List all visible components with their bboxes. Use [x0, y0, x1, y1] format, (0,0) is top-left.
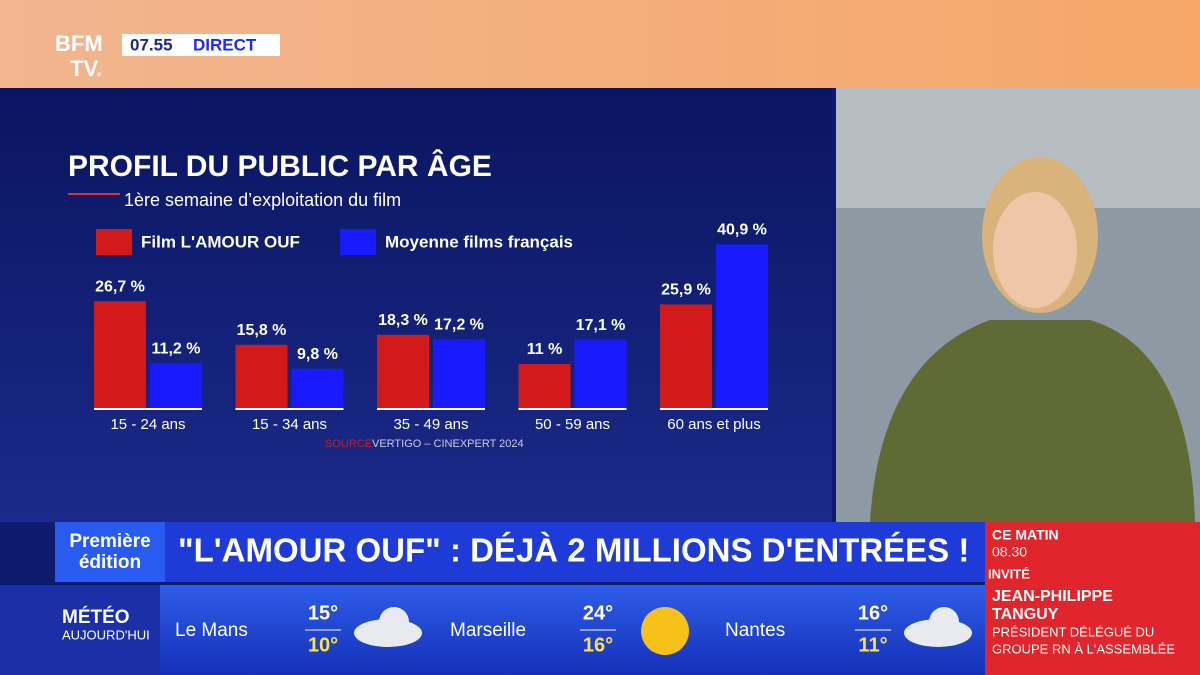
bar	[660, 304, 712, 408]
guest-role: INVITÉ	[988, 566, 1030, 581]
bar	[433, 339, 485, 408]
temp-low: 16°	[583, 634, 613, 656]
guest-title: GROUPE RN À L'ASSEMBLÉE	[992, 641, 1175, 656]
chart-subtitle: 1ère semaine d’exploitation du film	[124, 190, 401, 210]
chart-title: PROFIL DU PUBLIC PAR ÂGE	[68, 149, 492, 183]
value-label: 11,2 %	[152, 340, 201, 357]
value-label: 26,7 %	[95, 278, 145, 295]
city: Le Mans	[175, 620, 248, 641]
clock: 07.55	[130, 35, 173, 54]
value-label: 15,8 %	[237, 322, 287, 339]
video	[836, 88, 1200, 522]
temp-high: 16°	[858, 602, 888, 624]
temp-high: 15°	[308, 602, 338, 624]
legend-swatch	[96, 229, 132, 255]
guest-time: 08.30	[992, 544, 1027, 560]
guest-name: TANGUY	[992, 606, 1059, 623]
bar	[291, 368, 344, 408]
show-name: édition	[79, 552, 141, 573]
sun-icon	[641, 607, 689, 655]
live-box	[122, 34, 280, 56]
value-label: 18,3 %	[378, 312, 428, 329]
value-label: 40,9 %	[717, 222, 767, 239]
value-label: 17,2 %	[434, 316, 484, 333]
source: VERTIGO – CINEXPERT 2024	[372, 438, 524, 450]
x-tick-label: 50 - 59 ans	[535, 416, 610, 433]
value-label: 9,8 %	[297, 346, 338, 363]
cloud-icon	[379, 607, 409, 637]
value-label: 25,9 %	[661, 282, 711, 299]
legend-swatch	[340, 229, 376, 255]
show-box	[55, 522, 165, 582]
bar	[235, 344, 288, 408]
city: Nantes	[725, 620, 785, 641]
x-tick-label: 15 - 34 ans	[252, 416, 327, 433]
value-label: 11 %	[527, 341, 563, 358]
weather-sublabel: AUJOURD'HUI	[62, 627, 150, 642]
guest-slot: CE MATIN	[992, 527, 1059, 543]
temp-high: 24°	[583, 602, 613, 624]
bar	[150, 363, 202, 408]
guest-title: PRÉSIDENT DÉLÉGUÉ DU	[992, 624, 1154, 639]
weather-label: MÉTÉO	[62, 606, 130, 628]
temp-low: 11°	[858, 634, 887, 656]
city: Marseille	[450, 620, 526, 641]
guest-panel	[985, 522, 1200, 675]
logo: BFM	[55, 31, 103, 56]
banner	[55, 522, 985, 582]
x-tick-label: 15 - 24 ans	[110, 416, 185, 433]
source-label: SOURCE	[325, 438, 372, 450]
bar	[716, 244, 768, 408]
x-tick-label: 60 ans et plus	[667, 416, 760, 433]
logo: TV.	[70, 56, 102, 81]
show-name: Première	[69, 531, 150, 552]
bar	[518, 364, 571, 408]
x-tick-label: 35 - 49 ans	[393, 416, 468, 433]
bar	[94, 301, 146, 408]
legend-label: Moyenne films français	[385, 232, 573, 251]
legend-label: Film L'AMOUR OUF	[141, 232, 300, 251]
bar	[574, 339, 627, 408]
live-label: DIRECT	[193, 35, 257, 54]
guest-name: JEAN-PHILIPPE	[992, 588, 1113, 605]
value-label: 17,1 %	[576, 317, 626, 334]
headline: "L'AMOUR OUF" : DÉJÀ 2 MILLIONS D'ENTRÉE…	[178, 532, 969, 569]
bar	[377, 334, 429, 408]
temp-low: 10°	[308, 634, 338, 656]
cloud-icon	[929, 607, 959, 637]
weather-bar	[0, 585, 985, 675]
weather-label-box	[0, 585, 160, 675]
